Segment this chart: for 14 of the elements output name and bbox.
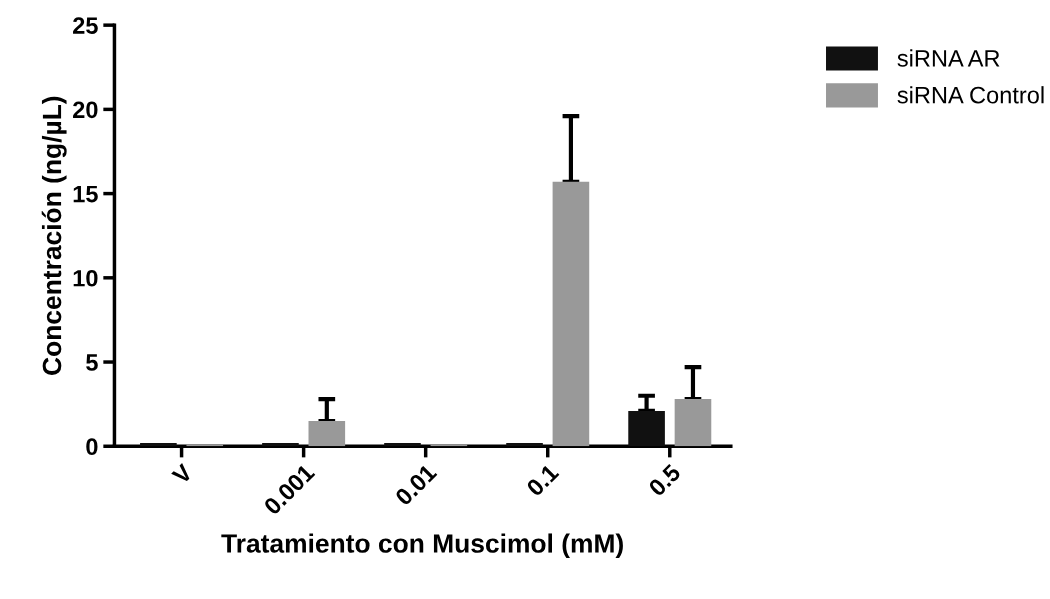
x-tick-label: V [171,462,194,486]
y-tick-label: 20 [73,101,98,119]
y-tick-label: 0 [86,438,98,456]
x-tick-label: 0.1 [525,463,560,498]
y-tick-label: 10 [73,269,98,287]
x-tick-label: 0.5 [647,463,682,498]
x-tick-label: 0.01 [394,463,438,507]
y-axis-title: Concentración (ng/µL) [41,96,67,375]
x-axis-title: Tratamiento con Muscimol (mM) [221,533,623,559]
y-tick-label: 25 [73,17,98,34]
y-tick-label: 5 [86,354,98,371]
y-tick-label: 15 [73,185,98,203]
legend-label: siRNA AR [897,49,1000,67]
legend-label: siRNA Control [897,86,1044,104]
